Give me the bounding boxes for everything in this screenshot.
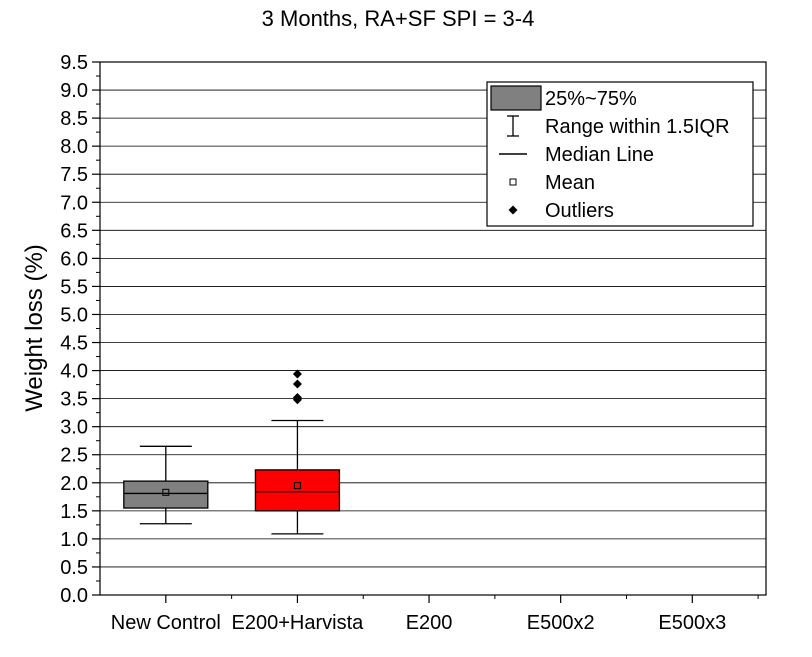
box-iqr (254, 469, 341, 512)
y-tick-label: 3.5 (60, 389, 88, 411)
legend-box-swatch (490, 85, 542, 111)
y-tick-label: 7.0 (60, 192, 88, 214)
y-tick-label: 4.5 (60, 333, 88, 355)
box-series (123, 369, 341, 535)
y-tick-label: 9.5 (60, 52, 88, 74)
plot-frame (99, 61, 767, 596)
legend-label: Outliers (545, 200, 614, 222)
y-tick-label: 1.0 (60, 529, 88, 551)
box-group (123, 445, 209, 525)
box-iqr (123, 480, 209, 509)
y-tick-label: 8.0 (60, 136, 88, 158)
chart-title: 3 Months, RA+SF SPI = 3-4 (262, 6, 535, 31)
legend-label: 25%~75% (545, 88, 637, 110)
y-tick-label: 0.0 (60, 585, 88, 607)
legend-label: Mean (545, 172, 595, 194)
y-tick-label: 4.0 (60, 361, 88, 383)
y-tick-label: 2.0 (60, 473, 88, 495)
mean-marker (162, 488, 170, 496)
mean-marker (293, 482, 301, 490)
legend-mean-swatch (509, 178, 517, 186)
y-tick-label: 0.5 (60, 557, 88, 579)
y-axis-title: Weight loss (%) (21, 244, 48, 412)
y-tick-label: 5.5 (60, 276, 88, 298)
outlier-point (292, 369, 302, 379)
outlier-point (292, 379, 302, 389)
y-tick-label: 2.5 (60, 445, 88, 467)
x-tick-label: New Control (111, 612, 221, 634)
y-tick-label: 5.0 (60, 304, 88, 326)
y-tick-label: 6.0 (60, 248, 88, 270)
legend-label: Median Line (545, 144, 654, 166)
x-tick-label: E200 (406, 612, 453, 634)
y-tick-label: 7.5 (60, 164, 88, 186)
y-tick-label: 6.5 (60, 220, 88, 242)
y-tick-label: 1.5 (60, 501, 88, 523)
y-tick-label: 8.5 (60, 108, 88, 130)
y-tick-label: 3.0 (60, 417, 88, 439)
x-tick-label: E500x3 (658, 612, 726, 634)
y-tick-label: 9.0 (60, 80, 88, 102)
box-group (254, 369, 341, 535)
outlier-point (292, 393, 302, 403)
legend: 25%~75% Range within 1.5IQR Median Line Mea… (486, 81, 754, 227)
legend-outlier-swatch (508, 205, 518, 215)
x-tick-label: E200+Harvista (232, 612, 365, 634)
axes: 0.0 0.5 1.0 1.5 2.0 2.5 3.0 3.5 4.0 4.5 5.0 5.5 6.0 6… (60, 52, 767, 634)
legend-label: Range within 1.5IQR (545, 116, 730, 138)
x-tick-label: E500x2 (527, 612, 595, 634)
